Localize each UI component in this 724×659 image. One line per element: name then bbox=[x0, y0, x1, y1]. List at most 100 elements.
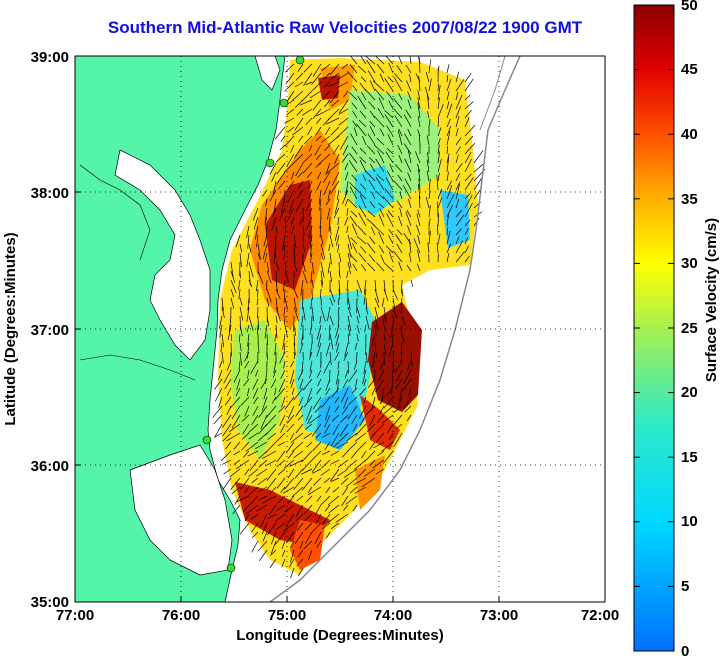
velocity-arrow bbox=[377, 108, 385, 119]
velocity-arrow bbox=[349, 486, 358, 494]
velocity-arrow bbox=[246, 306, 250, 322]
velocity-arrow bbox=[369, 80, 376, 92]
velocity-arrow bbox=[269, 486, 277, 495]
velocity-arrow bbox=[383, 396, 394, 409]
velocity-arrow bbox=[248, 423, 259, 433]
velocity-arrow bbox=[408, 252, 412, 263]
velocity-arrow bbox=[292, 153, 304, 165]
velocity-arrow bbox=[262, 189, 268, 197]
velocity-arrow bbox=[342, 486, 349, 496]
velocity-arrow bbox=[269, 162, 277, 175]
velocity-arrow bbox=[301, 450, 313, 463]
velocity-arrow bbox=[283, 306, 286, 317]
velocity-arrow bbox=[393, 405, 403, 413]
velocity-arrow bbox=[378, 214, 385, 227]
velocity-arrow bbox=[297, 369, 304, 381]
velocity-arrow bbox=[437, 127, 442, 137]
velocity-arrow bbox=[388, 62, 394, 74]
velocity-arrow bbox=[235, 234, 241, 248]
velocity-arrow bbox=[317, 171, 322, 180]
velocity-arrow bbox=[332, 144, 340, 155]
velocity-arrow bbox=[257, 315, 259, 330]
velocity-arrow bbox=[285, 72, 295, 85]
velocity-arrow bbox=[264, 216, 268, 225]
velocity-arrow bbox=[324, 414, 331, 428]
velocity-arrow bbox=[464, 177, 474, 191]
velocity-arrow bbox=[372, 459, 385, 469]
velocity-arrow bbox=[220, 342, 223, 352]
velocity-arrow bbox=[337, 216, 340, 226]
station-marker bbox=[202, 435, 212, 445]
velocity-arrow bbox=[312, 99, 322, 111]
velocity-arrow bbox=[277, 441, 286, 447]
velocity-arrow bbox=[335, 333, 340, 346]
velocity-arrow bbox=[315, 162, 322, 168]
velocity-arrow bbox=[252, 207, 259, 221]
velocity-arrow bbox=[436, 242, 439, 254]
velocity-arrow bbox=[274, 531, 286, 545]
velocity-arrow bbox=[233, 459, 241, 465]
velocity-arrow bbox=[264, 423, 277, 436]
velocity-arrow bbox=[399, 191, 403, 200]
velocity-arrow bbox=[266, 288, 272, 303]
velocity-arrow bbox=[295, 405, 304, 417]
velocity-arrow bbox=[294, 531, 304, 544]
velocity-arrow bbox=[321, 135, 331, 143]
x-axis-title: Longitude (Degrees:Minutes) bbox=[236, 627, 444, 644]
velocity-arrow bbox=[356, 333, 359, 342]
velocity-arrow bbox=[417, 97, 421, 110]
velocity-arrow bbox=[401, 315, 406, 326]
x-tick-label: 76:00 bbox=[162, 607, 200, 624]
velocity-arrow bbox=[349, 64, 358, 74]
velocity-arrow bbox=[236, 459, 250, 470]
velocity-arrow bbox=[316, 540, 322, 548]
velocity-arrow bbox=[464, 255, 470, 263]
velocity-arrow bbox=[272, 180, 277, 195]
velocity-arrow bbox=[230, 477, 241, 490]
velocity-arrow bbox=[356, 123, 367, 137]
velocity-arrow bbox=[269, 189, 277, 202]
velocity-arrow bbox=[296, 189, 304, 199]
velocity-arrow bbox=[241, 441, 250, 451]
velocity-arrow bbox=[325, 387, 331, 396]
velocity-arrow bbox=[329, 333, 334, 350]
velocity-arrow bbox=[362, 174, 367, 182]
velocity-arrow bbox=[251, 531, 259, 539]
velocity-arrow bbox=[337, 243, 340, 253]
velocity-arrow bbox=[407, 360, 412, 371]
velocity-arrow bbox=[314, 504, 322, 516]
velocity-arrow bbox=[332, 441, 340, 448]
velocity-arrow bbox=[332, 486, 340, 493]
velocity-arrow bbox=[349, 92, 358, 101]
velocity-arrow bbox=[342, 144, 349, 156]
velocity-arrow bbox=[300, 279, 304, 296]
velocity-arrow bbox=[223, 369, 232, 384]
velocity-arrow bbox=[347, 333, 350, 344]
velocity-arrow bbox=[464, 173, 472, 182]
velocity-arrow bbox=[219, 324, 223, 338]
velocity-arrow bbox=[302, 306, 306, 321]
velocity-arrow bbox=[238, 333, 241, 343]
velocity-arrow bbox=[295, 423, 304, 434]
velocity-arrow bbox=[446, 64, 450, 74]
velocity-arrow bbox=[375, 190, 385, 200]
velocity-arrow bbox=[464, 245, 469, 254]
velocity-arrow bbox=[316, 495, 322, 502]
velocity-arrow bbox=[270, 531, 277, 545]
y-tick-label: 35:00 bbox=[31, 594, 69, 611]
velocity-arrow bbox=[355, 423, 367, 436]
velocity-arrow bbox=[351, 387, 358, 394]
velocity-arrow bbox=[312, 108, 322, 119]
velocity-arrow bbox=[269, 558, 277, 569]
velocity-arrow bbox=[305, 198, 313, 212]
velocity-arrow bbox=[222, 477, 232, 490]
velocity-arrow bbox=[437, 197, 443, 209]
velocity-arrow bbox=[313, 477, 322, 486]
velocity-arrow bbox=[299, 342, 304, 354]
velocity-arrow bbox=[284, 135, 295, 147]
velocity-arrow bbox=[303, 63, 313, 73]
radar-stations bbox=[202, 56, 305, 573]
tick-marks bbox=[75, 191, 500, 602]
velocity-arrow bbox=[455, 251, 465, 263]
velocity-arrow bbox=[339, 99, 349, 114]
